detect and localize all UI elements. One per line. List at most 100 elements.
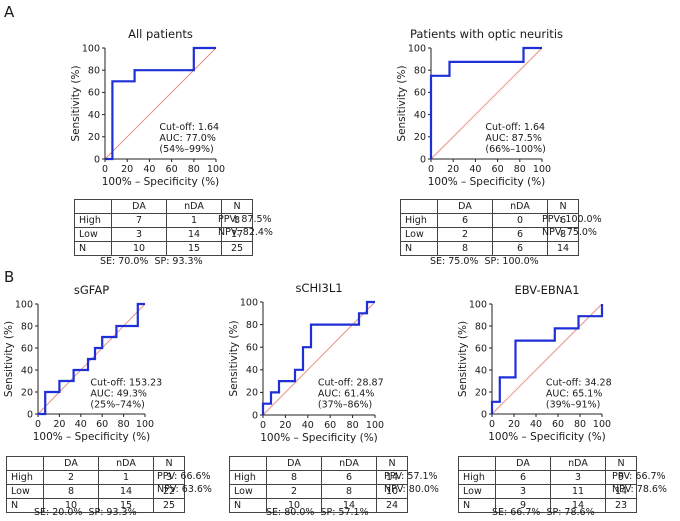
table-row-label: Low — [6, 484, 44, 499]
ppv-label: PPV: 57.1% — [384, 471, 438, 482]
chart-3-annotation-line: (25%–74%) — [90, 399, 144, 410]
table-row: N 9 14 23 — [458, 498, 637, 513]
chart-5-y-tick-label: 20 — [475, 387, 487, 398]
se-label: SE: 66.7% — [492, 507, 541, 518]
chart-1-y-label: Sensitivity (%) — [70, 65, 82, 141]
chart-1-y-tick-label: 60 — [88, 88, 100, 99]
chart-5-x-tick-label: 60 — [552, 419, 564, 430]
table-header-cell: N — [376, 456, 408, 471]
sensitivity-specificity-5: SE: 66.7% SP: 78.6% — [492, 507, 595, 518]
chart-2-y-tick-label: 20 — [414, 132, 426, 143]
chart-2-x-tick-label: 0 — [428, 164, 434, 175]
table-row: N 10 15 25 — [6, 498, 185, 513]
chart-4-x-tick-label: 20 — [279, 420, 291, 431]
table-cell: 6 — [495, 470, 551, 485]
table-cell: 1 — [166, 213, 222, 228]
table-cell: 25 — [153, 498, 185, 513]
chart-2-y-tick-label: 80 — [414, 66, 426, 77]
sensitivity-specificity-3: SE: 20.0% SP: 93.3% — [34, 507, 137, 518]
ppv-label: PPV: 66.6% — [157, 471, 211, 482]
chart-3-y-tick-label: 80 — [21, 321, 33, 332]
table-cell: 10 — [43, 498, 99, 513]
predictive-values-3: PPV: 66.6% NPV: 63.6% — [157, 470, 212, 496]
chart-2-y-tick-label: 40 — [414, 110, 426, 121]
chart-1-x-tick-label: 40 — [143, 164, 155, 175]
chart-5-y-tick-label: 100 — [469, 299, 487, 310]
table-cell: 14 — [321, 498, 377, 513]
table-header-cell — [400, 199, 438, 214]
sp-label: SP: 78.6% — [546, 507, 595, 518]
table-row: N 8 6 14 — [400, 241, 579, 256]
table-header-cell — [6, 456, 44, 471]
chart-5-x-tick-label: 20 — [508, 419, 520, 430]
chart-3-title: sGFAP — [74, 283, 109, 297]
chart-5-roc-curve — [490, 304, 604, 414]
table-cell: 10 — [111, 241, 167, 256]
chart-1-y-tick-label: 100 — [82, 43, 100, 54]
table-header-cell: N — [605, 456, 637, 471]
predictive-values-1: PPV: 87.5% NPV: 82.4% — [218, 213, 273, 239]
table-header-cell: nDA — [98, 456, 154, 471]
contingency-table-4: DA nDA N High 8 6 14 Low 2 8 10 N 10 14 24 — [229, 456, 408, 513]
chart-2-y-tick-label: 60 — [414, 88, 426, 99]
table-cell: 10 — [266, 498, 322, 513]
table-header-cell: nDA — [492, 199, 548, 214]
chart-1-y-tick-label: 80 — [88, 66, 100, 77]
table-header-cell — [229, 456, 267, 471]
npv-label: NPV: 80.0% — [384, 484, 439, 495]
contingency-table-1: DA nDA N High 7 1 8 Low 3 14 17 N 10 15 25 — [74, 199, 253, 256]
chart-4-annotation-line: Cut-off: 28.87 — [318, 378, 384, 389]
chart-2-x-label: 100% – Specificity (%) — [428, 176, 546, 188]
chart-3-x-tick-label: 20 — [53, 419, 65, 430]
table-row: High 6 3 9 — [458, 470, 637, 485]
chart-2-x-tick-label: 80 — [514, 164, 526, 175]
table-cell: 1 — [98, 470, 154, 485]
table-header-row: DA nDA N — [458, 456, 637, 471]
table-cell: 2 — [43, 470, 99, 485]
table-cell: 14 — [98, 484, 154, 499]
table-row: Low 3 14 17 — [74, 227, 253, 242]
table-header-cell: DA — [495, 456, 551, 471]
chart-1-reference-diagonal — [104, 47, 217, 160]
table-cell: 14 — [547, 241, 579, 256]
table-row: Low 3 11 14 — [458, 484, 637, 499]
table-header-cell: N — [547, 199, 579, 214]
chart-3-x-tick-label: 0 — [35, 419, 41, 430]
chart-5-x-label: 100% – Specificity (%) — [488, 431, 606, 443]
chart-2-x-tick-label: 60 — [492, 164, 504, 175]
chart-3-x-tick-label: 100 — [136, 419, 154, 430]
chart-4-y-tick-label: 80 — [246, 320, 258, 331]
table-row-label: High — [74, 213, 112, 228]
chart-2-reference-diagonal — [430, 47, 543, 160]
chart-4-x-tick-label: 60 — [324, 420, 336, 431]
table-cell: 15 — [98, 498, 154, 513]
table-cell: 25 — [221, 241, 253, 256]
table-header-row: DA nDA N — [229, 456, 408, 471]
sensitivity-specificity-4: SE: 80.0% SP: 57.1% — [266, 507, 369, 518]
table-row: N 10 14 24 — [229, 498, 408, 513]
table-header-cell: N — [153, 456, 185, 471]
chart-4-x-label: 100% – Specificity (%) — [260, 432, 378, 444]
table-cell: 3 — [111, 227, 167, 242]
chart-1-roc-curve — [105, 46, 216, 161]
table-row-label: Low — [74, 227, 112, 242]
chart-1-y-tick-label: 40 — [88, 110, 100, 121]
chart-3-y-tick-label: 100 — [15, 299, 33, 310]
table-row: High 8 6 14 — [229, 470, 408, 485]
chart-2-x-tick-label: 100 — [533, 164, 551, 175]
table-cell: 14 — [166, 227, 222, 242]
table-row: Low 2 8 10 — [229, 484, 408, 499]
table-header-cell: DA — [437, 199, 493, 214]
chart-5-annotation-line: AUC: 65.1% — [546, 388, 603, 399]
se-label: SE: 70.0% — [100, 256, 149, 267]
chart-4-y-tick-label: 100 — [240, 297, 258, 308]
chart-4-annotation-line: AUC: 61.4% — [318, 389, 375, 400]
table-row-label: N — [229, 498, 267, 513]
chart-2-title: Patients with optic neuritis — [410, 27, 563, 41]
chart-1-title: All patients — [128, 27, 193, 41]
chart-1-annotation-line: Cut-off: 1.64 — [159, 122, 219, 133]
table-row-label: Low — [458, 484, 496, 499]
chart-3-y-tick-label: 40 — [21, 365, 33, 376]
sensitivity-specificity-2: SE: 75.0% SP: 100.0% — [430, 256, 539, 267]
